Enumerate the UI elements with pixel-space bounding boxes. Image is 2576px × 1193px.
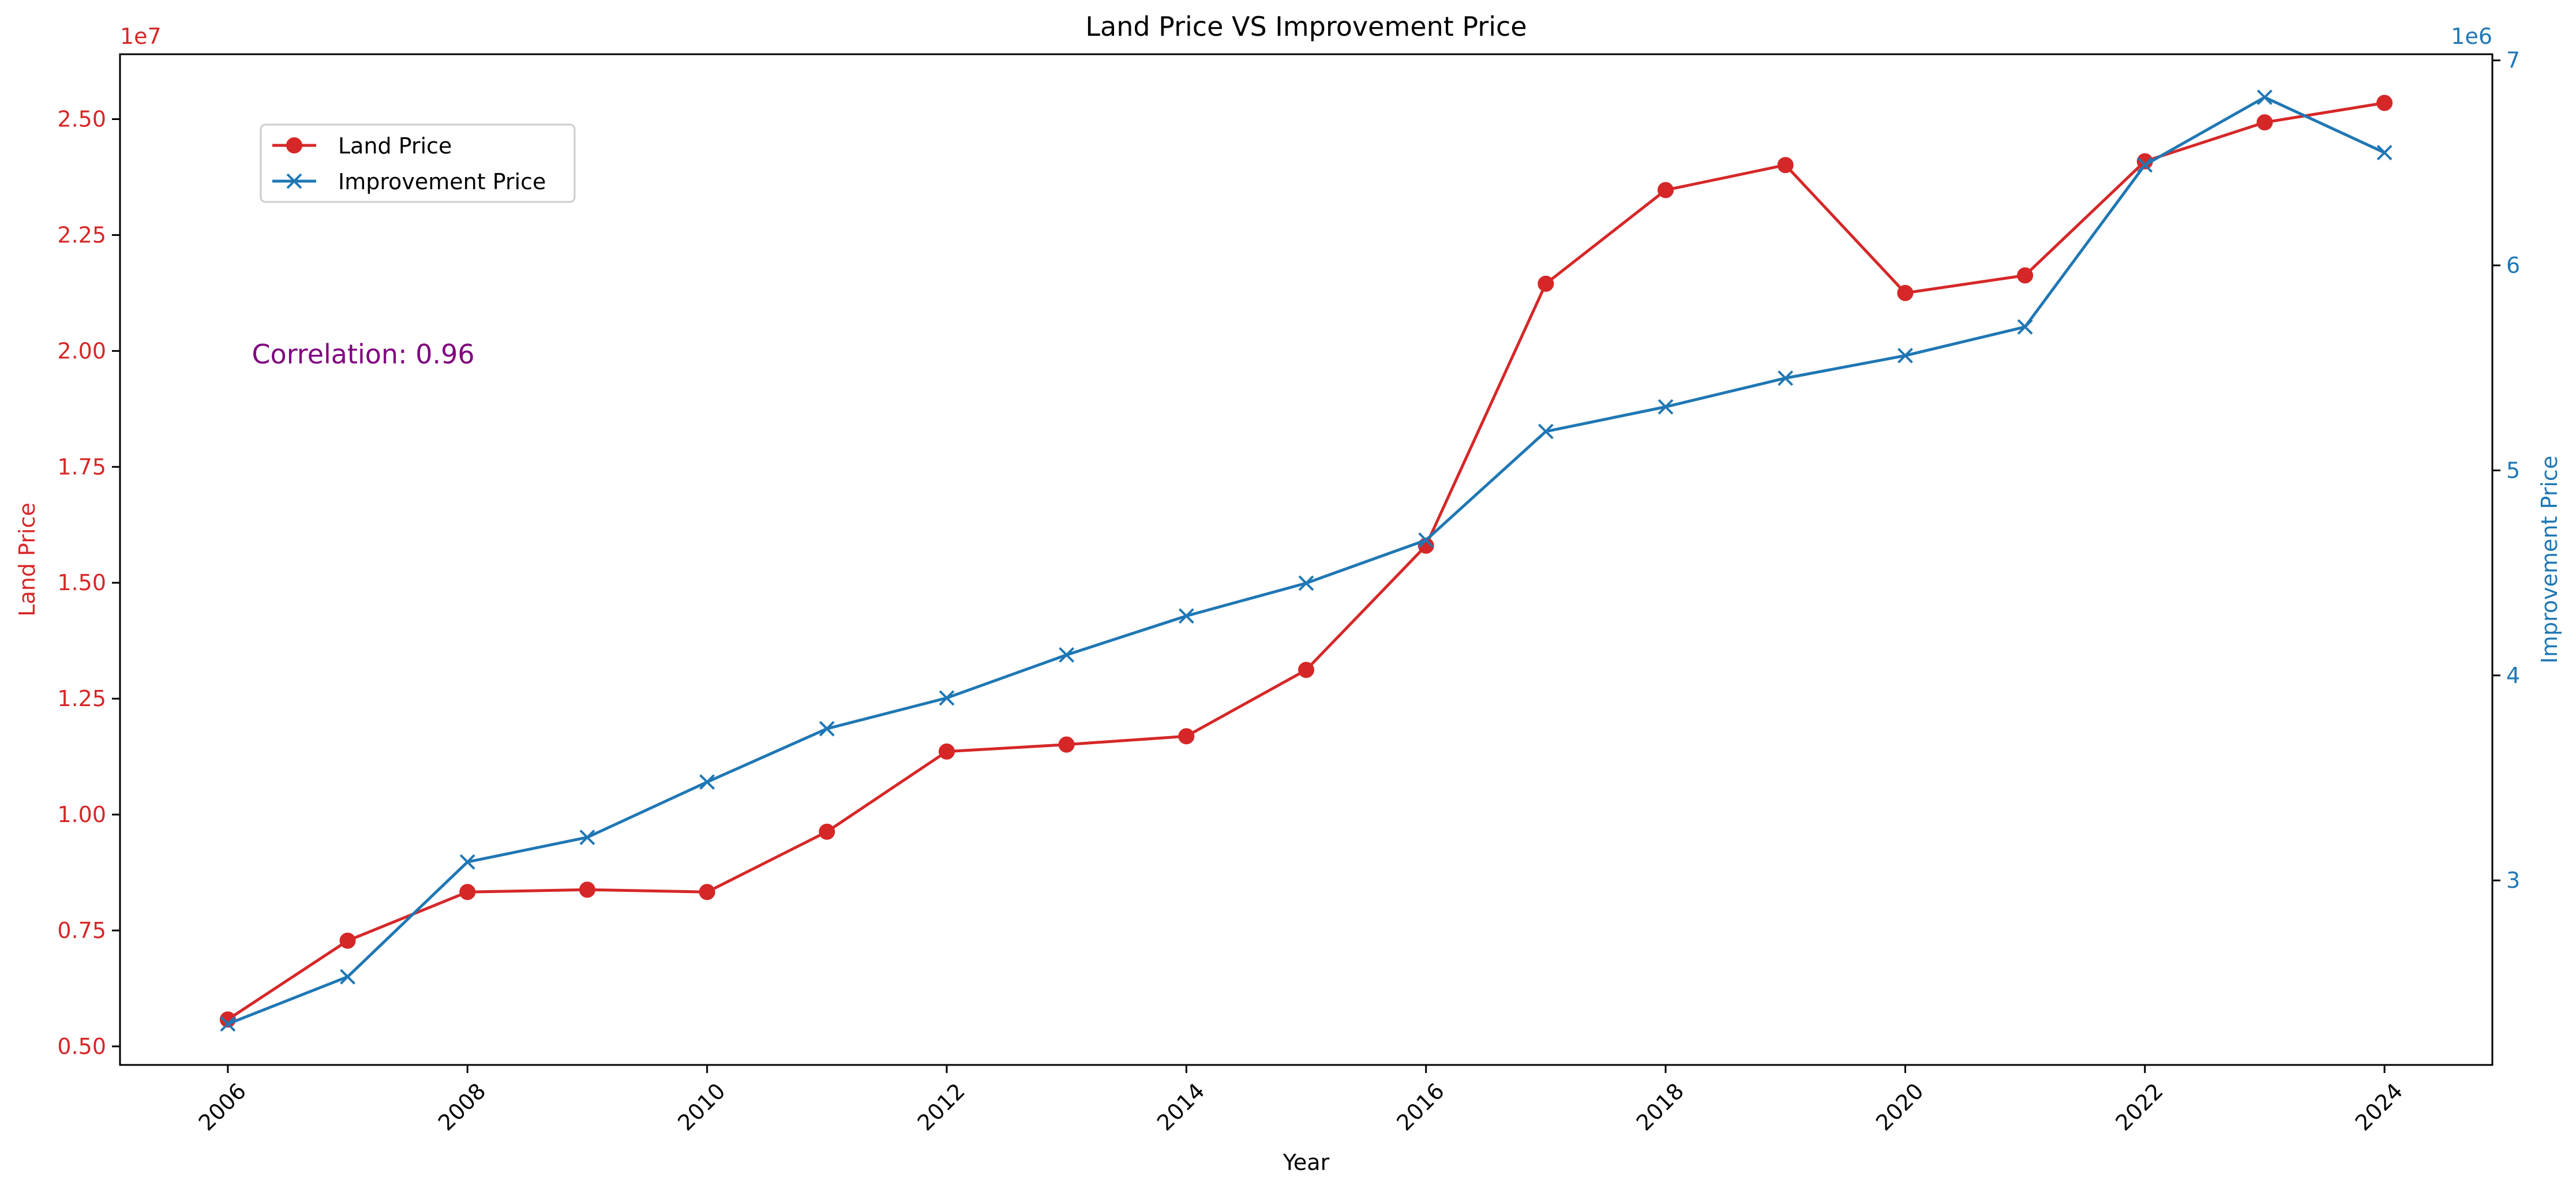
land-price-point-2008 (459, 884, 476, 901)
right-tick-label-0: 3 (2506, 868, 2520, 893)
left-tick-label-8: 2.50 (57, 107, 106, 132)
legend-entry-improvement-price: Improvement Price (272, 169, 546, 194)
land-price-point-2012 (938, 743, 955, 760)
legend: Land Price Improvement Price (260, 123, 576, 203)
improvement-price-point-2017 (1538, 423, 1554, 440)
land-price-point-2007 (339, 932, 356, 949)
legend-label-1: Improvement Price (338, 169, 546, 194)
improvement-price-point-2012 (939, 690, 955, 706)
correlation-annotation: Correlation: 0.96 (252, 339, 474, 370)
left-axis-multiplier: 1e7 (120, 24, 162, 49)
right-tick-label-2: 5 (2506, 457, 2520, 483)
right-tick-label-3: 6 (2506, 253, 2520, 278)
left-axis-label: Land Price (14, 502, 40, 616)
improvement-price-point-2015 (1298, 575, 1314, 591)
legend-marker-1 (286, 173, 302, 189)
left-axis: 0.50 0.75 1.00 1.25 1.50 1.75 2.00 2.25 2.50 (57, 107, 120, 1059)
legend-entry-land-price: Land Price (272, 133, 452, 159)
improvement-price-point-2020 (1897, 347, 1913, 363)
land-price-point-2021 (2017, 267, 2034, 284)
improvement-price-point-2019 (1778, 370, 1794, 386)
land-price-point-2009 (579, 881, 595, 898)
improvement-price-point-2009 (579, 830, 595, 845)
plot-frame (119, 53, 2493, 1066)
improvement-price-point-2011 (819, 721, 835, 737)
improvement-price-point-2008 (459, 854, 475, 870)
improvement-price-point-2018 (1658, 399, 1674, 415)
left-tick-label-3: 1.25 (57, 686, 106, 711)
land-price-point-2023 (2256, 114, 2273, 131)
right-tick-label-4: 7 (2506, 48, 2520, 73)
improvement-price-point-2014 (1178, 608, 1194, 624)
right-axis: 3 4 5 6 7 (2492, 48, 2520, 893)
improvement-price-point-2021 (2017, 319, 2033, 335)
land-price-point-2015 (1298, 662, 1314, 678)
land-price-point-2019 (1777, 157, 1794, 174)
right-axis-label: Improvement Price (2537, 456, 2562, 663)
series-land-price (219, 95, 2393, 1028)
improvement-price-point-2007 (340, 969, 356, 985)
left-tick-label-7: 2.25 (57, 222, 106, 247)
left-tick-label-4: 1.50 (57, 570, 106, 595)
left-tick-label-1: 0.75 (57, 918, 106, 943)
land-price-point-2013 (1058, 736, 1075, 753)
improvement-price-point-2010 (699, 774, 715, 790)
series-layer (219, 89, 2393, 1032)
improvement-price-point-2023 (2256, 89, 2273, 106)
land-price-point-2014 (1178, 728, 1195, 745)
left-tick-label-5: 1.75 (57, 454, 106, 479)
land-price-point-2017 (1538, 275, 1554, 292)
improvement-price-point-2006 (220, 1016, 236, 1032)
left-tick-label-2: 1.00 (57, 802, 106, 827)
x-axis-label: Year (1283, 1150, 1330, 1175)
legend-label-0: Land Price (338, 133, 452, 159)
land-price-point-2020 (1897, 284, 1914, 301)
improvement-price-point-2024 (2376, 145, 2393, 160)
right-tick-label-1: 4 (2506, 663, 2520, 688)
series-improvement-price (220, 89, 2393, 1032)
legend-frame (260, 123, 576, 203)
left-tick-label-6: 2.00 (57, 338, 106, 363)
land-price-point-2011 (819, 823, 835, 840)
improvement-price-point-2022 (2137, 157, 2153, 173)
left-tick-label-0: 0.50 (57, 1034, 106, 1059)
improvement-price-point-2013 (1059, 647, 1075, 663)
legend-marker-0 (286, 137, 302, 153)
land-price-point-2018 (1658, 182, 1674, 198)
right-axis-multiplier: 1e6 (2451, 24, 2492, 49)
land-price-point-2024 (2376, 95, 2393, 111)
improvement-price-point-2016 (1418, 532, 1434, 548)
chart-title: Land Price VS Improvement Price (1085, 11, 1527, 42)
land-price-point-2010 (699, 884, 715, 901)
